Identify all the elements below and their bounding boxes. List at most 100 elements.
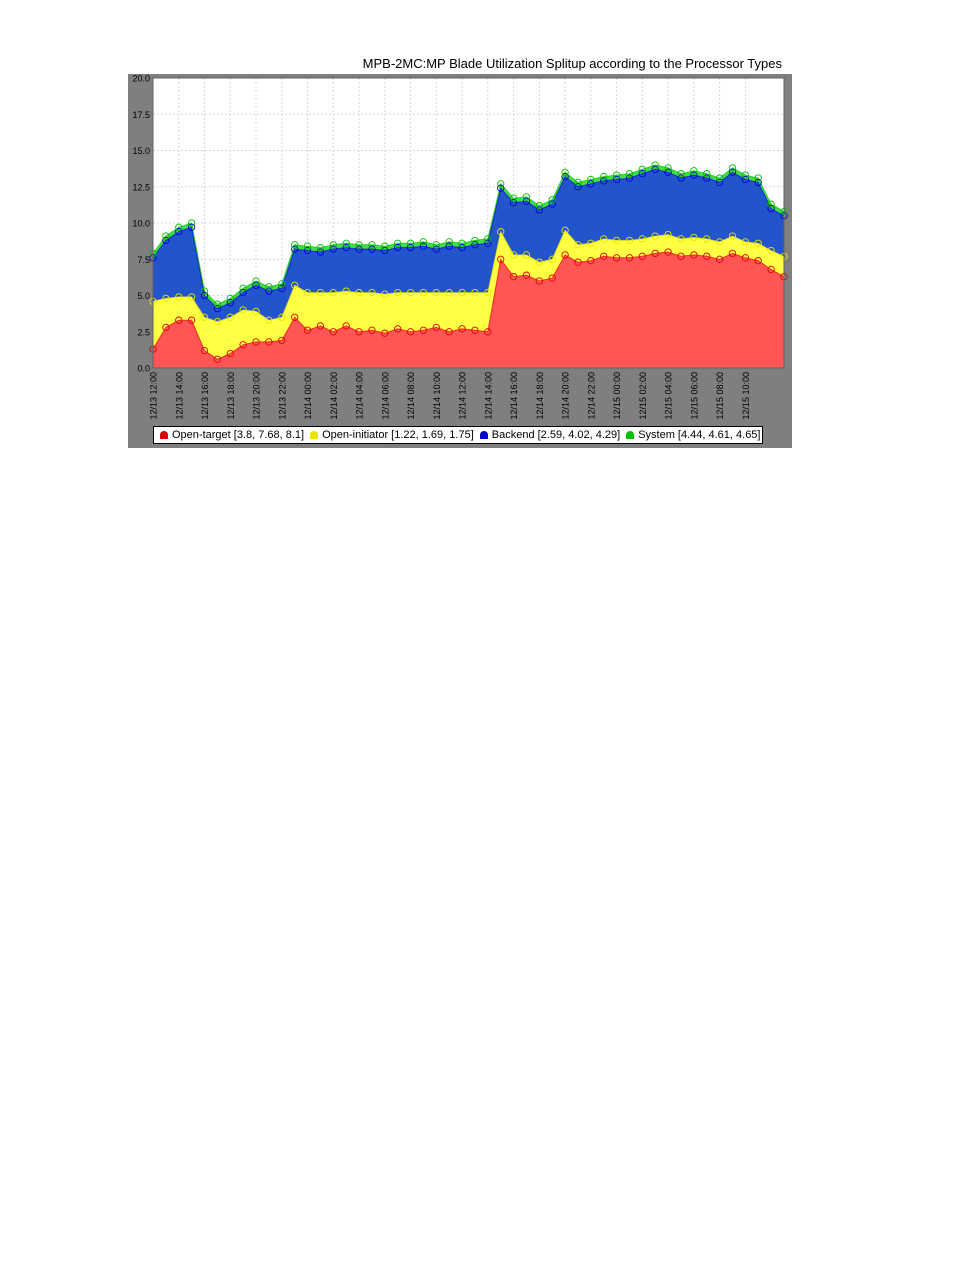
point-series-2 [187, 223, 196, 231]
point-series-2 [677, 174, 685, 182]
y-tick-label: 0.0 [137, 364, 150, 374]
point-series-1 [265, 316, 273, 324]
legend-marker [626, 431, 635, 439]
point-series-0 [522, 271, 531, 279]
point-series-3 [767, 200, 775, 208]
point-series-0 [342, 322, 350, 330]
point-series-3 [381, 242, 389, 250]
x-tick-label: 12/13 18:00 [226, 372, 236, 420]
point-series-1 [187, 293, 196, 301]
point-series-0 [741, 254, 750, 262]
point-series-0 [432, 323, 440, 332]
point-series-2 [728, 168, 737, 176]
point-series-0 [497, 255, 505, 263]
chart-title: MPB-2MC:MP Blade Utilization Splitup acc… [362, 56, 782, 71]
point-series-2 [715, 178, 724, 187]
point-series-1 [703, 235, 711, 243]
point-series-3 [432, 241, 440, 249]
point-series-2 [329, 245, 337, 253]
legend-item: Backend [2.59, 4.02, 4.29] [479, 429, 621, 441]
point-series-2 [690, 171, 698, 179]
point-series-1 [664, 230, 672, 239]
point-series-3 [638, 165, 646, 173]
point-series-0 [394, 325, 402, 333]
point-series-3 [741, 171, 750, 179]
point-series-0 [445, 328, 453, 336]
point-series-3 [445, 238, 453, 246]
x-tick-label: 12/14 18:00 [535, 372, 545, 420]
point-series-1 [316, 288, 325, 297]
point-series-2 [703, 174, 711, 182]
point-series-1 [612, 236, 621, 245]
legend-label: Backend [2.59, 4.02, 4.29] [491, 429, 621, 441]
point-series-2 [239, 288, 247, 297]
point-series-2 [561, 172, 569, 181]
y-tick-label: 7.5 [137, 255, 150, 265]
point-series-2 [432, 245, 440, 253]
point-series-3 [329, 241, 337, 249]
point-series-1 [213, 317, 222, 326]
point-series-0 [239, 341, 247, 349]
point-series-2 [548, 200, 556, 208]
line-series-2 [152, 168, 785, 310]
y-tick-label: 12.5 [132, 182, 150, 192]
point-series-1 [651, 232, 659, 240]
point-series-0 [187, 316, 196, 324]
point-series-3 [200, 287, 209, 295]
point-series-0 [355, 328, 363, 336]
point-series-2 [213, 304, 222, 313]
point-series-1 [394, 288, 402, 297]
point-series-1 [368, 288, 376, 297]
legend-marker [479, 431, 488, 439]
point-series-3 [252, 277, 260, 285]
point-series-0 [226, 349, 234, 358]
point-series-0 [651, 249, 659, 258]
point-series-1 [381, 290, 389, 298]
point-series-2 [574, 183, 582, 191]
point-series-1 [471, 288, 479, 297]
x-tick-label: 12/13 16:00 [200, 372, 210, 420]
point-series-2 [265, 287, 273, 295]
point-series-0 [419, 326, 428, 334]
area-series-2 [153, 169, 784, 322]
point-series-3 [471, 236, 479, 245]
point-series-1 [200, 313, 209, 321]
line-series-0 [152, 251, 785, 360]
point-series-1 [497, 228, 505, 236]
point-series-0 [252, 338, 260, 346]
point-series-0 [561, 251, 569, 259]
point-series-2 [175, 228, 183, 236]
point-series-2 [394, 243, 402, 252]
point-series-0 [471, 326, 479, 334]
point-series-2 [664, 168, 672, 176]
point-series-0 [612, 254, 621, 262]
legend-item: Open-target [3.8, 7.68, 8.1] [160, 429, 304, 441]
point-series-1 [535, 258, 543, 266]
point-series-2 [535, 206, 543, 214]
point-series-3 [677, 170, 685, 178]
point-series-2 [600, 177, 608, 185]
x-tick-label: 12/14 02:00 [329, 372, 339, 420]
point-series-3 [728, 164, 737, 172]
point-series-1 [226, 313, 234, 321]
point-series-1 [432, 288, 440, 297]
x-tick-label: 12/14 08:00 [406, 372, 416, 420]
x-tick-label: 12/15 04:00 [664, 372, 674, 420]
point-series-3 [458, 239, 466, 247]
y-tick-label: 5.0 [137, 291, 150, 301]
y-tick-label: 2.5 [137, 327, 150, 337]
x-tick-label: 12/13 20:00 [252, 372, 262, 420]
point-series-1 [690, 233, 698, 242]
point-series-3 [497, 180, 505, 188]
point-series-2 [612, 175, 621, 184]
chart-svg: 0.0 2.5 5.0 7.5 10.0 12.5 15.0 17.5 20.0 12/13 12… [132, 74, 788, 420]
point-series-3 [664, 164, 672, 172]
point-series-1 [574, 241, 582, 249]
point-series-0 [265, 338, 273, 346]
point-series-0 [303, 326, 312, 334]
x-tick-label: 12/13 14:00 [174, 372, 184, 420]
point-series-3 [278, 280, 286, 288]
point-series-3 [419, 238, 428, 246]
area-series-1 [153, 230, 784, 360]
point-series-2 [458, 243, 466, 252]
